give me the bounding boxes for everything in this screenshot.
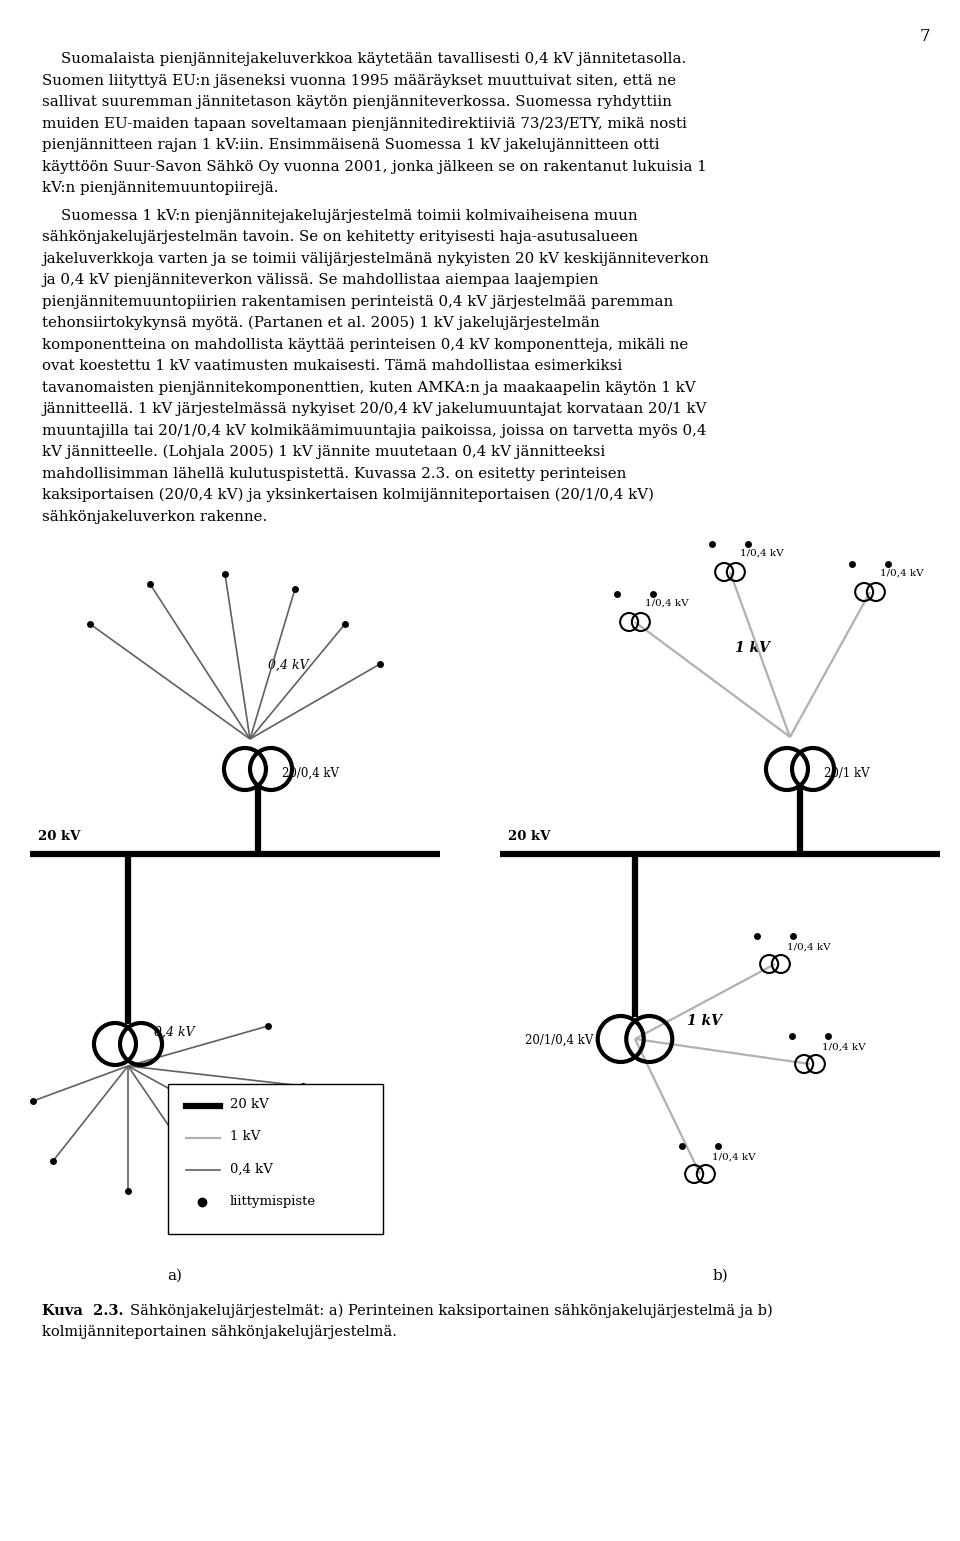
Text: 20 kV: 20 kV: [38, 831, 81, 843]
Text: 20 kV: 20 kV: [230, 1099, 269, 1111]
Text: 1/0,4 kV: 1/0,4 kV: [740, 549, 783, 558]
Text: Suomen liityttyä EU:n jäseneksi vuonna 1995 määräykset muuttuivat siten, että ne: Suomen liityttyä EU:n jäseneksi vuonna 1…: [42, 74, 676, 88]
Text: pienjännitemuuntopiirien rakentamisen perinteistä 0,4 kV järjestelmää paremman: pienjännitemuuntopiirien rakentamisen pe…: [42, 294, 673, 308]
Text: jakeluverkkoja varten ja se toimii välijärjestelmänä nykyisten 20 kV keskijännit: jakeluverkkoja varten ja se toimii välij…: [42, 251, 708, 265]
Text: 20/0,4 kV: 20/0,4 kV: [282, 767, 339, 780]
Text: kV:n pienjännitemuuntopiirejä.: kV:n pienjännitemuuntopiirejä.: [42, 180, 278, 196]
Text: 1 kV: 1 kV: [687, 1014, 722, 1028]
Bar: [168, 1083, 383, 1234]
Text: muiden EU-maiden tapaan soveltamaan pienjännitedirektiiviä 73/23/ETY, mikä nosti: muiden EU-maiden tapaan soveltamaan pien…: [42, 117, 686, 131]
Text: 1/0,4 kV: 1/0,4 kV: [787, 943, 830, 952]
Text: 20/1/0,4 kV: 20/1/0,4 kV: [525, 1034, 593, 1046]
Text: jännitteellä. 1 kV järjestelmässä nykyiset 20/0,4 kV jakelumuuntajat korvataan 2: jännitteellä. 1 kV järjestelmässä nykyis…: [42, 402, 707, 416]
Text: b): b): [712, 1268, 728, 1284]
Text: tehonsiirtokykynsä myötä. (Partanen et al. 2005) 1 kV jakelujärjestelmän: tehonsiirtokykynsä myötä. (Partanen et a…: [42, 316, 600, 330]
Text: käyttöön Suur-Savon Sähkö Oy vuonna 2001, jonka jälkeen se on rakentanut lukuisi: käyttöön Suur-Savon Sähkö Oy vuonna 2001…: [42, 160, 707, 174]
Text: 20 kV: 20 kV: [508, 831, 550, 843]
Text: tavanomaisten pienjännitekomponenttien, kuten AMKA:n ja maakaapelin käytön 1 kV: tavanomaisten pienjännitekomponenttien, …: [42, 381, 696, 394]
Text: Suomalaista pienjännitejakeluverkkoa käytetään tavallisesti 0,4 kV jännitetasoll: Suomalaista pienjännitejakeluverkkoa käy…: [42, 52, 686, 66]
Text: 1/0,4 kV: 1/0,4 kV: [880, 569, 924, 578]
Text: sähkönjakeluverkon rakenne.: sähkönjakeluverkon rakenne.: [42, 510, 267, 524]
Text: 1 kV: 1 kV: [735, 641, 770, 655]
Text: liittymispiste: liittymispiste: [230, 1194, 316, 1208]
Text: 7: 7: [920, 28, 930, 45]
Text: 0,4 kV: 0,4 kV: [154, 1026, 195, 1039]
Text: kV jännitteelle. (Lohjala 2005) 1 kV jännite muutetaan 0,4 kV jännitteeksi: kV jännitteelle. (Lohjala 2005) 1 kV jän…: [42, 445, 605, 459]
Text: Kuva  2.3.: Kuva 2.3.: [42, 1304, 124, 1318]
Text: 1/0,4 kV: 1/0,4 kV: [645, 599, 688, 609]
Text: kaksiportaisen (20/0,4 kV) ja yksinkertaisen kolmijänniteportaisen (20/1/0,4 kV): kaksiportaisen (20/0,4 kV) ja yksinkerta…: [42, 488, 654, 502]
Text: Sähkönjakelujärjestelmät: a) Perinteinen kaksiportainen sähkönjakelujärjestelmä : Sähkönjakelujärjestelmät: a) Perinteinen…: [130, 1304, 773, 1319]
Text: 0,4 kV: 0,4 kV: [230, 1162, 273, 1176]
Text: Suomessa 1 kV:n pienjännitejakelujärjestelmä toimii kolmivaiheisena muun: Suomessa 1 kV:n pienjännitejakelujärjest…: [42, 208, 637, 222]
Text: a): a): [167, 1268, 182, 1284]
Text: sallivat suuremman jännitetason käytön pienjänniteverkossa. Suomessa ryhdyttiin: sallivat suuremman jännitetason käytön p…: [42, 96, 672, 109]
Text: 1 kV: 1 kV: [230, 1131, 260, 1143]
Text: kolmijänniteportainen sähkönjakelujärjestelmä.: kolmijänniteportainen sähkönjakelujärjes…: [42, 1325, 396, 1339]
Text: komponentteina on mahdollista käyttää perinteisen 0,4 kV komponentteja, mikäli n: komponentteina on mahdollista käyttää pe…: [42, 337, 688, 351]
Text: 0,4 kV: 0,4 kV: [268, 660, 308, 672]
Text: sähkönjakelujärjestelmän tavoin. Se on kehitetty erityisesti haja-asutusalueen: sähkönjakelujärjestelmän tavoin. Se on k…: [42, 230, 638, 243]
Text: ovat koestettu 1 kV vaatimusten mukaisesti. Tämä mahdollistaa esimerkiksi: ovat koestettu 1 kV vaatimusten mukaises…: [42, 359, 622, 373]
Text: mahdollisimman lähellä kulutuspistettä. Kuvassa 2.3. on esitetty perinteisen: mahdollisimman lähellä kulutuspistettä. …: [42, 467, 626, 481]
Text: ja 0,4 kV pienjänniteverkon välissä. Se mahdollistaa aiempaa laajempien: ja 0,4 kV pienjänniteverkon välissä. Se …: [42, 273, 598, 287]
Text: 1/0,4 kV: 1/0,4 kV: [822, 1043, 866, 1053]
Text: pienjännitteen rajan 1 kV:iin. Ensimmäisenä Suomessa 1 kV jakelujännitteen otti: pienjännitteen rajan 1 kV:iin. Ensimmäis…: [42, 139, 660, 153]
Text: 20/1 kV: 20/1 kV: [824, 767, 870, 780]
Text: muuntajilla tai 20/1/0,4 kV kolmikäämimuuntajia paikoissa, joissa on tarvetta my: muuntajilla tai 20/1/0,4 kV kolmikäämimu…: [42, 424, 707, 438]
Text: 1/0,4 kV: 1/0,4 kV: [712, 1153, 756, 1162]
